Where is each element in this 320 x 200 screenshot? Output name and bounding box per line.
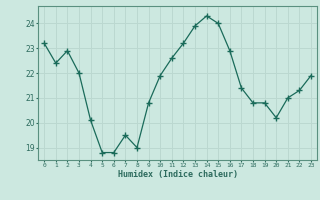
X-axis label: Humidex (Indice chaleur): Humidex (Indice chaleur) bbox=[118, 170, 238, 179]
